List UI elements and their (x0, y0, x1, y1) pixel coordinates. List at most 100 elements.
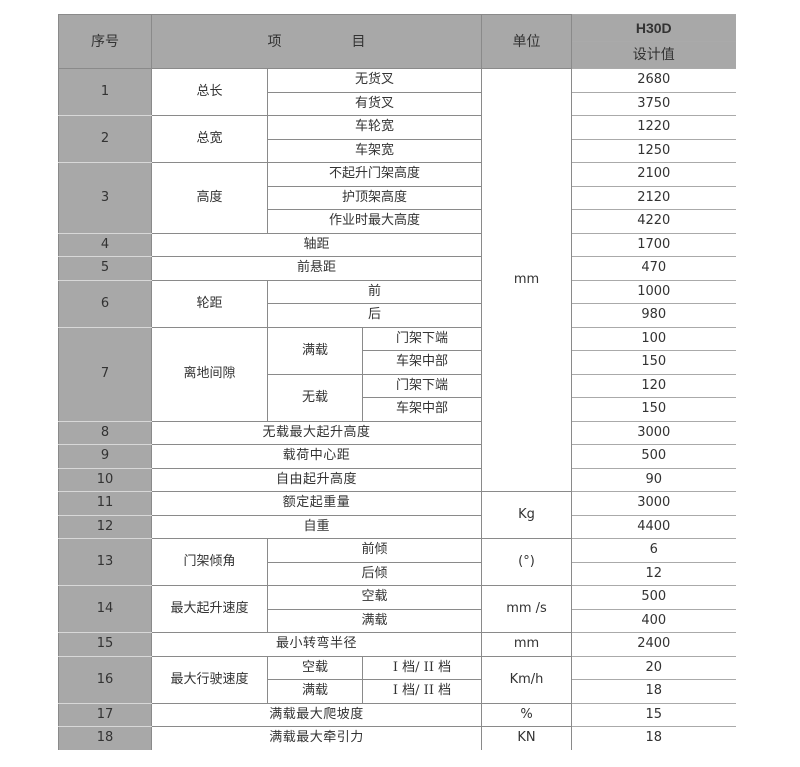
table-row: 4 轴距 1700 (58, 232, 736, 257)
row-no: 7 (58, 326, 152, 422)
row-value: 1250 (571, 138, 736, 163)
row-group: 无载 (267, 373, 363, 422)
table-row: 14 最大起升速度 空载 mm /s 500 (58, 585, 736, 633)
row-sub: 无货叉 (267, 68, 482, 93)
row-item: 轴距 (151, 232, 482, 257)
row-sub: 门架下端 (362, 326, 482, 351)
table-row: 17 满载最大爬坡度 % 15 (58, 702, 736, 727)
header-seq: 序号 (58, 14, 152, 69)
table-row: 9 载荷中心距 500 (58, 444, 736, 469)
row-item: 轮距 (151, 279, 268, 328)
row-value: 120 (571, 373, 736, 398)
row-value: 500 (571, 444, 736, 469)
table-row: 13 门架倾角 前倾 (°) 6 (58, 538, 736, 586)
row-value: 2120 (571, 185, 736, 210)
header-unit: 单位 (481, 14, 572, 69)
table-row: 有货叉 3750 (59, 91, 736, 116)
row-no: 5 (58, 256, 152, 281)
row-no: 15 (58, 632, 152, 657)
row-value: 1700 (571, 232, 736, 257)
row-value: 6 (571, 538, 736, 563)
row-gear: I 档/ II 档 (362, 655, 482, 680)
row-no: 6 (58, 279, 152, 328)
table-row: 护顶架高度 2120 (59, 185, 736, 210)
row-value: 20 (571, 655, 736, 680)
header-item-a: 项 (267, 33, 282, 50)
row-sub: 门架下端 (362, 373, 482, 398)
row-sub: 空载 (267, 655, 363, 680)
row-item: 最小转弯半径 (151, 632, 482, 657)
row-value: 3000 (571, 420, 736, 445)
table-row: 作业时最大高度 4220 (59, 209, 736, 234)
row-value: 1000 (571, 279, 736, 304)
row-value: 18 (571, 726, 736, 750)
table-row: 10 自由起升高度 90 (58, 467, 736, 492)
table-row: 1 总长 无货叉 mm 2680 (58, 68, 736, 492)
row-sub: 车轮宽 (267, 115, 482, 140)
row-value: 100 (571, 326, 736, 351)
table-row: 7 离地间隙 满载 门架下端 100 (58, 326, 736, 422)
table-row: 8 无载最大起升高度 3000 (58, 420, 736, 445)
row-value: 150 (571, 350, 736, 375)
row-item: 自重 (151, 514, 482, 539)
table-row: 后 980 (59, 303, 736, 328)
table-row: 后倾 12 (59, 561, 736, 586)
unit-cell: Kg (481, 491, 572, 539)
row-no: 16 (58, 655, 152, 704)
row-sub: 有货叉 (267, 91, 482, 116)
row-value: 2680 (571, 68, 736, 93)
row-item: 门架倾角 (151, 538, 268, 586)
table-row: 16 最大行驶速度 空载 I 档/ II 档 Km/h 20 (58, 655, 736, 704)
row-value: 980 (571, 303, 736, 328)
row-sub: 后 (267, 303, 482, 328)
table-row: 5 前悬距 470 (58, 256, 736, 281)
row-value: 150 (571, 397, 736, 422)
row-no: 14 (58, 585, 152, 633)
row-sub: 车架宽 (267, 138, 482, 163)
row-gear: I 档/ II 档 (362, 679, 482, 704)
row-item: 满载最大爬坡度 (151, 702, 482, 727)
row-no: 18 (58, 726, 152, 750)
row-item: 载荷中心距 (151, 444, 482, 469)
row-value: 90 (571, 467, 736, 492)
table-row: 2 总宽 车轮宽 1220 (58, 115, 736, 163)
row-value: 15 (571, 702, 736, 727)
unit-cell: Km/h (481, 655, 572, 704)
table-row: 车架中部 150 (59, 397, 736, 422)
unit-cell: KN (481, 726, 572, 750)
row-sub: 护顶架高度 (267, 185, 482, 210)
table-row: 无载 门架下端 120 (59, 373, 736, 422)
spec-table: 序号 项目 单位 H30D 设计值 1 总长 无货叉 mm 2680 有货叉 3… (58, 14, 736, 750)
row-value: 3750 (571, 91, 736, 116)
row-sub: 作业时最大高度 (267, 209, 482, 234)
row-value: 470 (571, 256, 736, 281)
row-item: 最大起升速度 (151, 585, 268, 633)
table-row: 11 额定起重量 Kg 3000 (58, 491, 736, 539)
row-value: 1220 (571, 115, 736, 140)
row-no: 2 (58, 115, 152, 163)
row-no: 1 (58, 68, 152, 116)
row-no: 10 (58, 467, 152, 492)
unit-cell: mm (481, 632, 572, 657)
row-value: 4400 (571, 514, 736, 539)
header-design-value: 设计值 (571, 41, 736, 69)
row-sub: 前倾 (267, 538, 482, 563)
row-value: 3000 (571, 491, 736, 516)
table-row: 12 自重 4400 (58, 514, 736, 539)
row-sub: 不起升门架高度 (267, 162, 482, 187)
row-value: 400 (571, 608, 736, 633)
row-sub: 满载 (267, 679, 363, 704)
row-value: 12 (571, 561, 736, 586)
row-item: 离地间隙 (151, 326, 268, 422)
row-sub: 空载 (267, 585, 482, 610)
table-row: 车架中部 150 (59, 350, 736, 375)
row-no: 13 (58, 538, 152, 586)
row-item: 总长 (151, 68, 268, 116)
unit-cell: mm (481, 68, 572, 492)
table-row: 15 最小转弯半径 mm 2400 (58, 632, 736, 657)
unit-cell: (°) (481, 538, 572, 586)
row-item: 无载最大起升高度 (151, 420, 482, 445)
row-no: 4 (58, 232, 152, 257)
header-item-b: 目 (351, 33, 366, 50)
row-no: 3 (58, 162, 152, 234)
